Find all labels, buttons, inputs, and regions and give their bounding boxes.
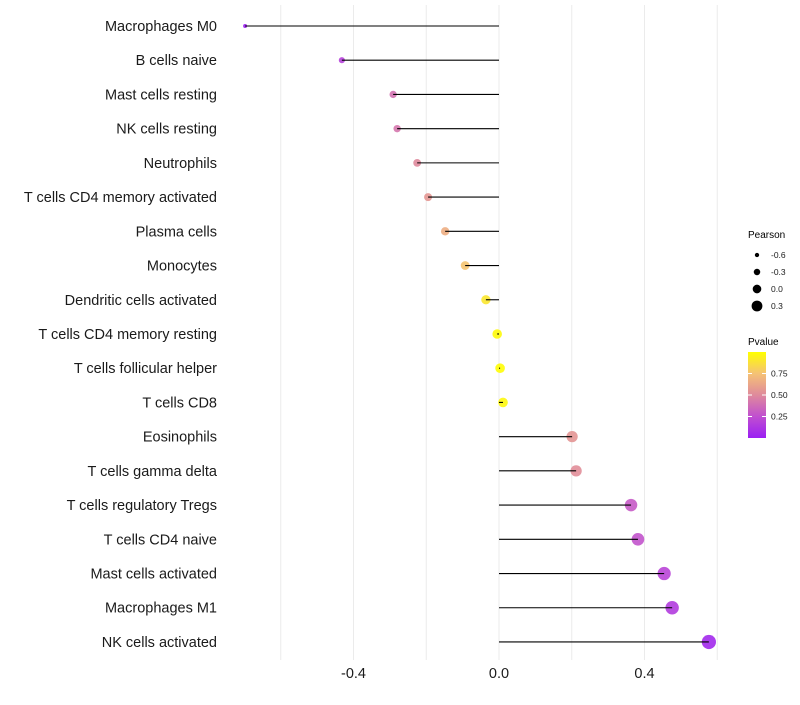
- legend-size-key: [751, 300, 763, 312]
- y-axis-labels: Macrophages M0 B cells naive Mast cells re…: [24, 19, 218, 651]
- legend-color-title: Pvalue: [748, 337, 779, 348]
- pvalue-colorbar: [748, 352, 766, 438]
- legend-color-label: 0.75: [771, 369, 788, 379]
- y-tick-label: Plasma cells: [136, 224, 217, 240]
- pearson-size-legend: Pearson -0.6 -0.3 0.0 0.3: [748, 230, 786, 312]
- pvalue-color-legend: Pvalue 0.75 0.50 0.25: [748, 337, 788, 438]
- y-tick-label: T cells CD4 memory resting: [38, 327, 217, 343]
- x-tick-label: 0.0: [489, 666, 509, 682]
- legend-size-label: -0.6: [771, 250, 786, 260]
- legend-color-label: 0.25: [771, 412, 788, 422]
- grid-lines: [280, 5, 718, 660]
- y-tick-label: T cells regulatory Tregs: [67, 498, 217, 514]
- legend-size-key: [754, 252, 760, 258]
- y-tick-label: T cells CD4 naive: [104, 532, 217, 548]
- y-tick-label: B cells naive: [136, 53, 217, 69]
- y-tick-label: Mast cells activated: [90, 567, 217, 583]
- legend-size-label: 0.3: [771, 301, 783, 311]
- x-tick-label: -0.4: [341, 666, 366, 682]
- y-tick-label: NK cells resting: [116, 122, 217, 138]
- y-tick-label: Eosinophils: [143, 430, 217, 446]
- legend-size-title: Pearson: [748, 230, 785, 241]
- legend-color-label: 0.50: [771, 390, 788, 400]
- legend-size-key: [752, 284, 762, 294]
- y-tick-label: NK cells activated: [102, 635, 217, 651]
- y-tick-label: T cells CD4 memory activated: [24, 190, 217, 206]
- y-tick-label: T cells gamma delta: [88, 464, 218, 480]
- lollipop-marks: [243, 23, 716, 650]
- lollipop-point: [440, 227, 450, 236]
- legend-size-key: [753, 268, 761, 276]
- y-tick-label: Neutrophils: [144, 156, 217, 172]
- legend-size-label: 0.0: [771, 284, 783, 294]
- y-tick-label: Dendritic cells activated: [65, 293, 217, 309]
- x-axis-ticks: -0.4 0.0 0.4: [341, 666, 655, 682]
- y-tick-label: Monocytes: [147, 259, 217, 275]
- y-tick-label: Mast cells resting: [105, 87, 217, 103]
- y-tick-label: T cells CD8: [142, 395, 217, 411]
- lollipop-point: [701, 634, 716, 650]
- y-tick-label: Macrophages M0: [105, 19, 217, 35]
- x-tick-label: 0.4: [634, 666, 654, 682]
- y-tick-label: Macrophages M1: [105, 601, 217, 617]
- legend-size-label: -0.3: [771, 267, 786, 277]
- y-tick-label: T cells follicular helper: [74, 361, 217, 377]
